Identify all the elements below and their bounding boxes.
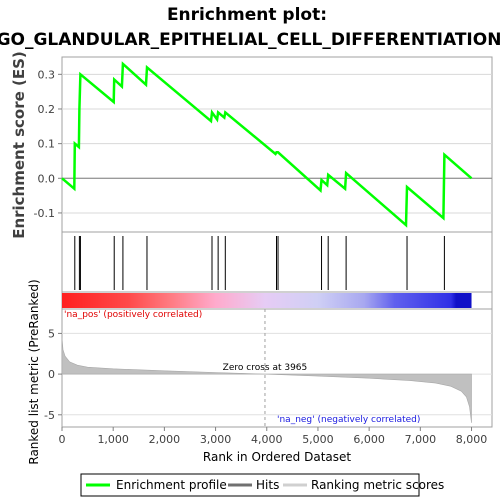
- metric-plot-area: [61, 308, 493, 428]
- chart-title: Enrichment plot:: [167, 5, 327, 25]
- x-tick-label: 2,000: [149, 433, 181, 446]
- pos-correlated-label: 'na_pos' (positively correlated): [64, 310, 202, 320]
- metric-tick-label: -5: [44, 409, 55, 422]
- legend: Enrichment profile Hits Ranking metric s…: [80, 473, 444, 497]
- metric-axis-title: Ranked list metric (PreRanked): [27, 279, 41, 464]
- legend-label-metric: Ranking metric scores: [311, 478, 444, 492]
- es-axis-title: Enrichment score (ES): [10, 51, 28, 239]
- enrichment-profile-line: [61, 61, 473, 228]
- rank-heatmap-bar: [62, 293, 472, 308]
- neg-correlated-label: 'na_neg' (negatively correlated): [277, 415, 420, 425]
- chart-subtitle: GO_GLANDULAR_EPITHELIAL_CELL_DIFFERENTIA…: [0, 30, 500, 50]
- ranking-metric-area: [61, 337, 472, 423]
- hits-plot-area: [61, 231, 493, 293]
- metric-y-ticks: -5 0 5: [44, 327, 62, 422]
- es-tick-label: 0.2: [38, 103, 56, 116]
- hits-marks: [74, 236, 445, 290]
- x-tick-label: 4,000: [251, 433, 283, 446]
- es-tick-label: 0.3: [38, 68, 56, 81]
- x-tick-label: 3,000: [200, 433, 232, 446]
- x-tick-label: 6,000: [353, 433, 385, 446]
- x-tick-label: 1,000: [97, 433, 129, 446]
- es-tick-label: 0.0: [38, 172, 56, 185]
- legend-label-enrichment: Enrichment profile: [116, 478, 227, 492]
- x-axis-title: Rank in Ordered Dataset: [203, 450, 351, 464]
- x-tick-label: 0: [59, 433, 66, 446]
- zero-cross-label: Zero cross at 3965: [223, 363, 308, 373]
- es-tick-label: 0.1: [38, 138, 56, 151]
- es-plot-area: [61, 56, 493, 233]
- legend-label-hits: Hits: [256, 478, 279, 492]
- metric-x-ticks: 0 1,000 2,000 3,000 4,000 5,000 6,000 7,000 8,00…: [59, 427, 488, 446]
- x-tick-label: 7,000: [405, 433, 437, 446]
- es-y-ticks: -0.1 0.0 0.1 0.2 0.3: [34, 68, 62, 220]
- metric-tick-label: 5: [48, 327, 55, 340]
- metric-tick-label: 0: [48, 368, 55, 381]
- x-tick-label: 8,000: [456, 433, 488, 446]
- x-tick-label: 5,000: [302, 433, 334, 446]
- es-tick-label: -0.1: [34, 207, 55, 220]
